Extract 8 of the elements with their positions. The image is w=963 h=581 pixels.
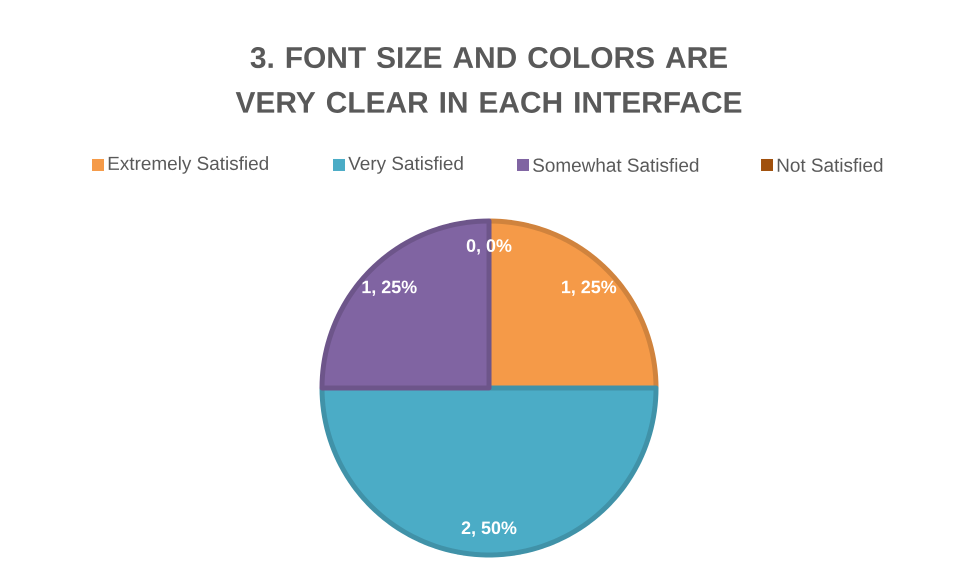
- data-label: 1, 25%: [362, 280, 417, 296]
- legend-label: Very Satisfied: [348, 156, 463, 174]
- legend-label: Extremely Satisfied: [108, 156, 268, 174]
- legend-label: Not Satisfied: [778, 158, 882, 172]
- chart-title: 3. FONT SIZE AND COLORS ARE VERY CLEAR IN EACH INTERFACE: [236, 46, 742, 113]
- data-label: 2, 50%: [462, 521, 516, 537]
- data-label: 1, 25%: [562, 280, 616, 296]
- legend-label: Somewhat Satisfied: [533, 158, 698, 172]
